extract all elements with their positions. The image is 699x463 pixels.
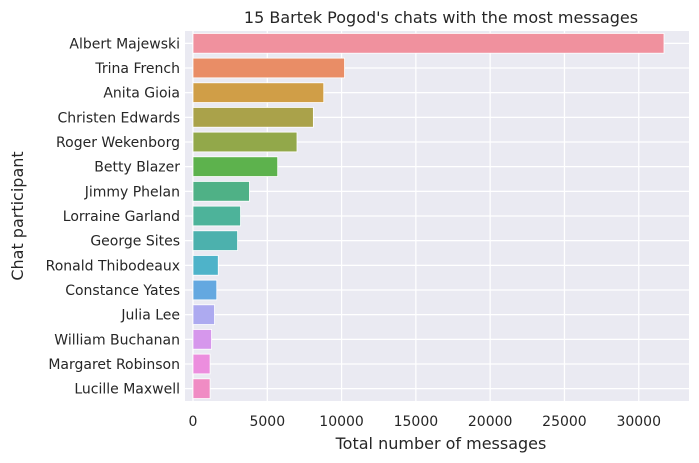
y-tick-label: Julia Lee [120, 308, 180, 324]
x-axis-label: Total number of messages [335, 434, 547, 453]
x-tick-label: 20000 [468, 414, 513, 430]
bar [192, 329, 212, 350]
bar [192, 230, 238, 251]
x-tick-label: 10000 [319, 414, 364, 430]
bars [192, 33, 665, 399]
bar [192, 107, 314, 128]
bar [192, 156, 279, 177]
y-tick-label: William Buchanan [54, 332, 180, 348]
y-tick-label: Christen Edwards [58, 110, 180, 126]
x-tick-labels: 0 5000 10000 15000 20000 25000 30000 [189, 414, 661, 430]
y-tick-label: Trina French [94, 61, 180, 77]
bar [192, 279, 218, 301]
y-tick-label: Constance Yates [65, 283, 180, 299]
bar [192, 304, 215, 325]
y-tick-label: Roger Wekenborg [56, 135, 180, 151]
chart-title: 15 Bartek Pogod's chats with the most me… [244, 8, 638, 27]
bar [192, 131, 298, 153]
bar [192, 378, 211, 399]
bar [192, 82, 325, 103]
y-tick-label: Ronald Thibodeaux [46, 258, 180, 274]
y-tick-label: Margaret Robinson [48, 357, 180, 373]
bar [192, 57, 345, 79]
y-tick-label: Jimmy Phelan [84, 184, 180, 200]
x-tick-label: 30000 [616, 414, 661, 430]
y-tick-label: Lorraine Garland [63, 209, 180, 225]
x-tick-label: 5000 [249, 414, 285, 430]
y-tick-label: George Sites [90, 234, 180, 250]
x-tick-label: 15000 [394, 414, 439, 430]
bar [192, 255, 219, 276]
bar [192, 33, 665, 54]
bar [192, 181, 250, 202]
y-axis-label: Chat participant [8, 151, 27, 280]
y-tick-labels: Albert Majewski Trina French Anita Gioia Ch… [46, 36, 181, 397]
bar [192, 205, 241, 227]
y-tick-label: Lucille Maxwell [74, 382, 180, 398]
y-tick-label: Anita Gioia [103, 86, 180, 102]
y-tick-label: Albert Majewski [69, 36, 180, 52]
bar [192, 353, 211, 375]
y-tick-label: Betty Blazer [94, 160, 180, 176]
x-tick-label: 25000 [542, 414, 587, 430]
x-tick-label: 0 [189, 414, 198, 430]
